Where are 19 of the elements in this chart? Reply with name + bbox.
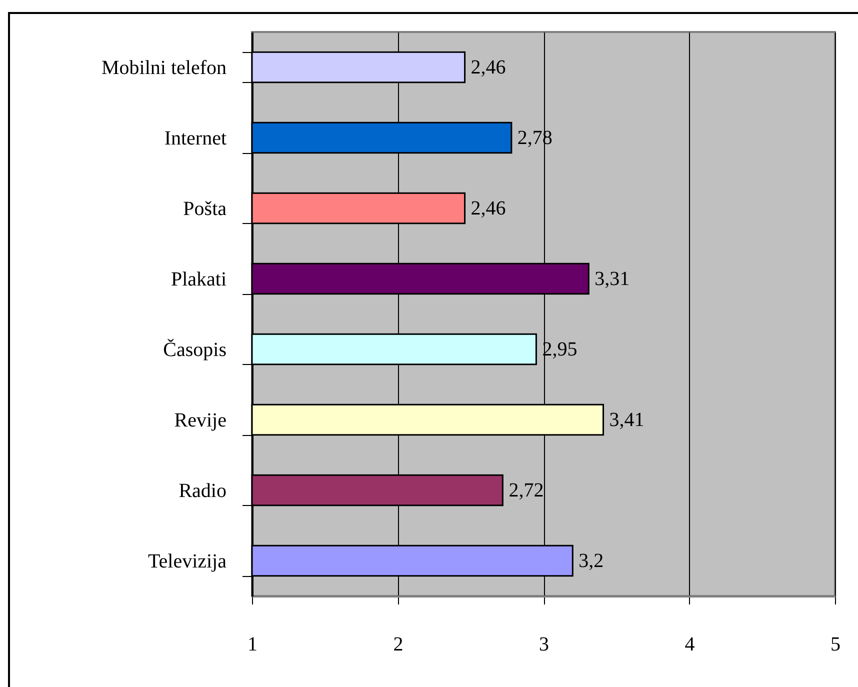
data-label: 3,41 xyxy=(609,408,644,431)
y-tick-label: Časopis xyxy=(163,338,227,361)
y-tick-label: Mobilni telefon xyxy=(102,56,226,79)
x-tick-label: 1 xyxy=(248,634,258,656)
y-tick-label: Pošta xyxy=(183,198,227,220)
data-label: 2,46 xyxy=(470,197,506,220)
data-label: 3,31 xyxy=(594,268,630,290)
y-tick-label: Radio xyxy=(178,480,226,502)
data-label: 3,2 xyxy=(578,550,604,572)
x-tick-label: 2 xyxy=(393,634,404,656)
x-tick-label: 3 xyxy=(539,634,549,656)
x-tick-label: 5 xyxy=(830,634,840,656)
x-tick-label: 4 xyxy=(684,634,695,656)
y-tick-label: Internet xyxy=(164,127,227,150)
y-tick-label: Televizija xyxy=(148,550,227,572)
data-label: 2,46 xyxy=(470,56,506,78)
y-tick-label: Revije xyxy=(174,409,227,432)
y-tick-label: Plakati xyxy=(170,268,227,290)
data-label: 2,72 xyxy=(508,479,544,502)
